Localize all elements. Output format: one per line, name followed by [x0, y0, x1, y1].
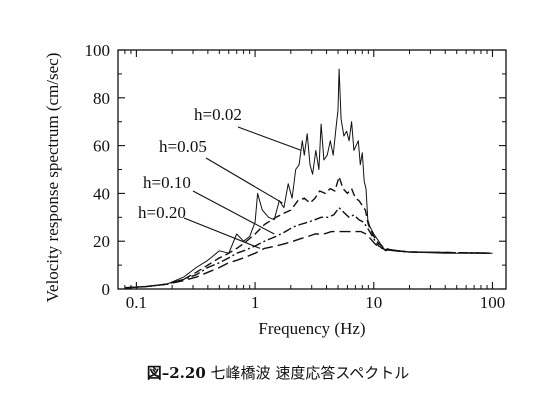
axis-ticks — [118, 49, 506, 290]
figure-caption: 図–2.20 七峰橋波 速度応答スペクトル — [0, 362, 556, 383]
x-tick-label: 100 — [480, 293, 506, 312]
x-tick-label: 10 — [365, 293, 382, 312]
series-line-h-0-02 — [124, 68, 493, 289]
y-tick-label: 100 — [85, 41, 111, 60]
figure-number: 図–2.20 — [146, 364, 206, 382]
series-line-h-0-20 — [124, 230, 493, 289]
y-tick-label: 40 — [93, 184, 110, 203]
series-line-h-0-05 — [124, 176, 493, 289]
curve-label-h-0-10: h=0.10 — [143, 173, 191, 192]
x-tick-label: 1 — [251, 293, 260, 312]
y-axis-title: Velocity response spectrum (cm/sec) — [43, 53, 62, 303]
y-tick-label: 20 — [93, 232, 110, 251]
curve-annotations: h=0.02 h=0.05 h=0.10 h=0.20 — [138, 105, 302, 249]
curve-leader-line — [183, 217, 261, 249]
figure-caption-text: 七峰橋波 速度応答スペクトル — [210, 364, 410, 382]
curve-leader-line — [192, 190, 275, 235]
axis-tick-labels: 0 20 40 60 80 100 0.1 1 10 100 — [85, 41, 506, 312]
curve-leader-line — [205, 157, 283, 204]
curve-leader-line — [237, 126, 302, 151]
series-layer — [124, 68, 493, 289]
curve-label-h-0-02: h=0.02 — [194, 105, 242, 124]
y-tick-label: 60 — [93, 137, 110, 156]
y-tick-label: 0 — [102, 280, 111, 299]
series-line-h-0-10 — [124, 207, 493, 289]
curve-label-h-0-05: h=0.05 — [159, 137, 207, 156]
curve-label-h-0-20: h=0.20 — [138, 203, 186, 222]
x-axis-title: Frequency (Hz) — [258, 319, 365, 338]
y-tick-label: 80 — [93, 89, 110, 108]
x-tick-label: 0.1 — [126, 293, 147, 312]
